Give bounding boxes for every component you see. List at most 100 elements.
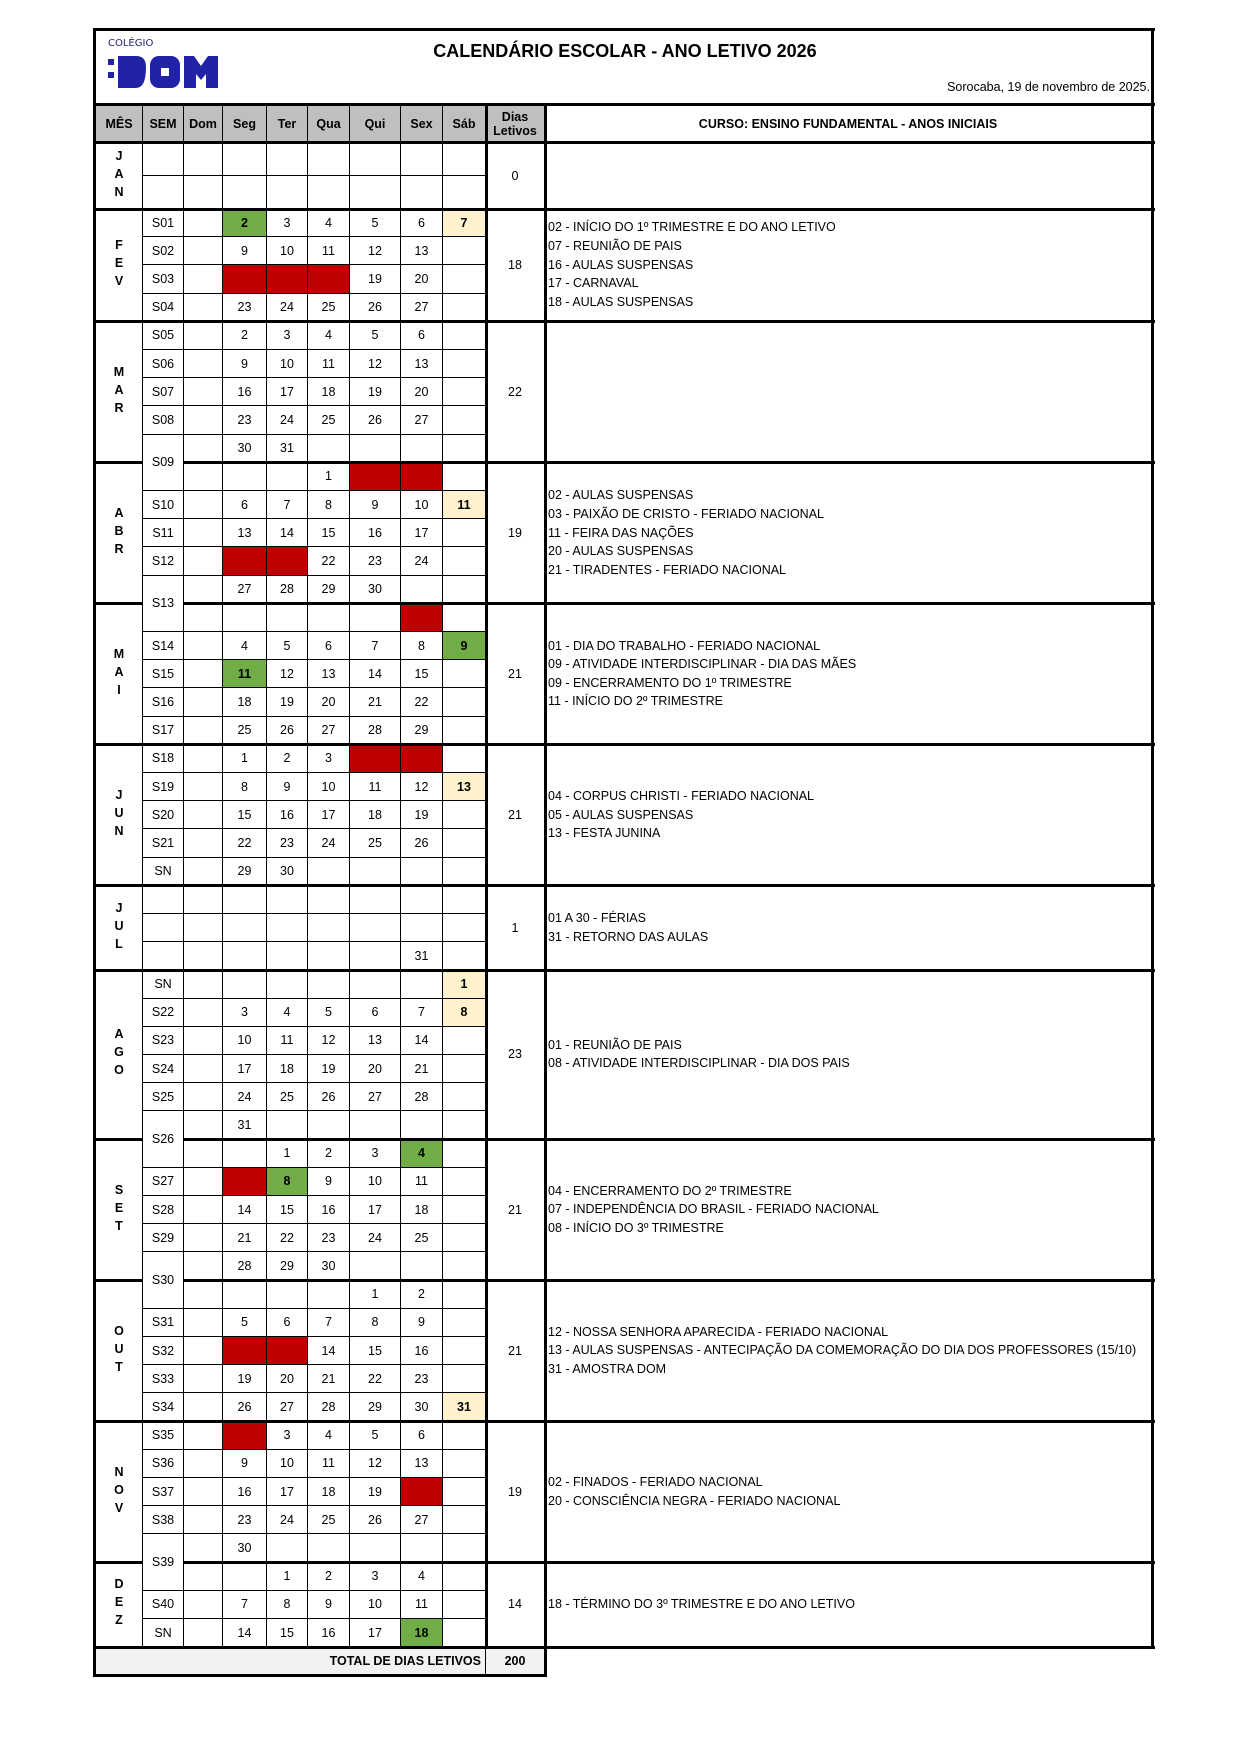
day-cell[interactable] bbox=[350, 857, 401, 886]
day-cell[interactable] bbox=[443, 1167, 486, 1196]
day-cell[interactable]: 24 bbox=[223, 1083, 267, 1112]
day-cell[interactable]: 31 bbox=[401, 942, 443, 971]
day-cell[interactable] bbox=[443, 1055, 486, 1084]
day-cell[interactable]: 10 bbox=[223, 1026, 267, 1055]
day-cell[interactable]: 3 bbox=[267, 209, 308, 238]
day-cell[interactable] bbox=[184, 1055, 223, 1084]
day-cell[interactable]: 25 bbox=[350, 829, 401, 858]
day-cell[interactable] bbox=[443, 885, 486, 914]
day-cell[interactable] bbox=[267, 462, 308, 491]
day-cell[interactable] bbox=[184, 406, 223, 435]
day-cell[interactable]: 3 bbox=[223, 998, 267, 1027]
day-cell[interactable] bbox=[308, 1534, 350, 1563]
day-cell[interactable]: 6 bbox=[350, 998, 401, 1027]
day-cell[interactable] bbox=[184, 603, 223, 632]
day-cell[interactable]: 12 bbox=[267, 660, 308, 689]
day-cell[interactable] bbox=[308, 1111, 350, 1140]
day-cell[interactable] bbox=[443, 1083, 486, 1112]
day-cell[interactable] bbox=[223, 1167, 267, 1196]
day-cell[interactable]: 23 bbox=[350, 547, 401, 576]
day-cell[interactable] bbox=[184, 265, 223, 294]
day-cell[interactable] bbox=[443, 1224, 486, 1253]
day-cell[interactable]: 26 bbox=[350, 1506, 401, 1535]
day-cell[interactable]: 19 bbox=[267, 688, 308, 717]
day-cell[interactable]: 11 bbox=[223, 660, 267, 689]
day-cell[interactable] bbox=[401, 744, 443, 773]
day-cell[interactable]: 19 bbox=[350, 378, 401, 407]
day-cell[interactable] bbox=[350, 1534, 401, 1563]
day-cell[interactable]: 14 bbox=[401, 1026, 443, 1055]
day-cell[interactable] bbox=[184, 942, 223, 971]
day-cell[interactable]: 29 bbox=[223, 857, 267, 886]
day-cell[interactable]: 19 bbox=[223, 1365, 267, 1394]
day-cell[interactable]: 16 bbox=[267, 801, 308, 830]
day-cell[interactable]: 30 bbox=[308, 1252, 350, 1281]
day-cell[interactable] bbox=[443, 1252, 486, 1281]
day-cell[interactable]: 13 bbox=[308, 660, 350, 689]
day-cell[interactable] bbox=[184, 378, 223, 407]
day-cell[interactable]: 16 bbox=[308, 1196, 350, 1225]
day-cell[interactable] bbox=[223, 547, 267, 576]
day-cell[interactable] bbox=[184, 1167, 223, 1196]
day-cell[interactable]: 4 bbox=[401, 1562, 443, 1591]
day-cell[interactable]: 23 bbox=[308, 1224, 350, 1253]
day-cell[interactable]: 8 bbox=[267, 1167, 308, 1196]
day-cell[interactable]: 24 bbox=[350, 1224, 401, 1253]
day-cell[interactable]: 25 bbox=[308, 406, 350, 435]
day-cell[interactable] bbox=[184, 1562, 223, 1591]
day-cell[interactable]: 27 bbox=[401, 1506, 443, 1535]
day-cell[interactable]: 4 bbox=[308, 209, 350, 238]
day-cell[interactable] bbox=[267, 1111, 308, 1140]
day-cell[interactable]: 9 bbox=[223, 350, 267, 379]
day-cell[interactable]: 6 bbox=[401, 209, 443, 238]
day-cell[interactable] bbox=[267, 885, 308, 914]
day-cell[interactable]: 5 bbox=[267, 632, 308, 661]
day-cell[interactable] bbox=[184, 575, 223, 604]
day-cell[interactable]: 24 bbox=[267, 406, 308, 435]
day-cell[interactable] bbox=[350, 434, 401, 463]
day-cell[interactable]: 19 bbox=[401, 801, 443, 830]
day-cell[interactable] bbox=[401, 885, 443, 914]
day-cell[interactable] bbox=[184, 462, 223, 491]
day-cell[interactable]: 6 bbox=[401, 1421, 443, 1450]
day-cell[interactable] bbox=[184, 491, 223, 520]
day-cell[interactable]: 28 bbox=[350, 716, 401, 745]
day-cell[interactable]: 23 bbox=[267, 829, 308, 858]
day-cell[interactable] bbox=[401, 575, 443, 604]
day-cell[interactable]: 29 bbox=[401, 716, 443, 745]
day-cell[interactable]: 22 bbox=[401, 688, 443, 717]
day-cell[interactable] bbox=[184, 1026, 223, 1055]
day-cell[interactable] bbox=[184, 1337, 223, 1366]
day-cell[interactable] bbox=[443, 914, 486, 943]
day-cell[interactable]: 27 bbox=[401, 406, 443, 435]
day-cell[interactable]: 2 bbox=[308, 1139, 350, 1168]
day-cell[interactable] bbox=[223, 885, 267, 914]
day-cell[interactable]: 31 bbox=[223, 1111, 267, 1140]
day-cell[interactable] bbox=[308, 434, 350, 463]
day-cell[interactable]: 1 bbox=[267, 1562, 308, 1591]
day-cell[interactable] bbox=[308, 265, 350, 294]
day-cell[interactable]: 14 bbox=[350, 660, 401, 689]
day-cell[interactable] bbox=[443, 293, 486, 322]
day-cell[interactable] bbox=[267, 1337, 308, 1366]
day-cell[interactable] bbox=[223, 970, 267, 999]
day-cell[interactable] bbox=[223, 603, 267, 632]
day-cell[interactable] bbox=[443, 575, 486, 604]
day-cell[interactable] bbox=[184, 632, 223, 661]
day-cell[interactable]: 1 bbox=[308, 462, 350, 491]
day-cell[interactable]: 6 bbox=[267, 1308, 308, 1337]
day-cell[interactable]: 9 bbox=[443, 632, 486, 661]
day-cell[interactable] bbox=[184, 1308, 223, 1337]
day-cell[interactable]: 12 bbox=[308, 1026, 350, 1055]
day-cell[interactable]: 3 bbox=[350, 1139, 401, 1168]
day-cell[interactable] bbox=[223, 914, 267, 943]
day-cell[interactable] bbox=[443, 321, 486, 350]
day-cell[interactable] bbox=[350, 942, 401, 971]
day-cell[interactable]: 14 bbox=[223, 1196, 267, 1225]
day-cell[interactable]: 15 bbox=[350, 1337, 401, 1366]
day-cell[interactable]: 27 bbox=[308, 716, 350, 745]
day-cell[interactable] bbox=[443, 1365, 486, 1394]
day-cell[interactable]: 12 bbox=[350, 1449, 401, 1478]
day-cell[interactable] bbox=[443, 350, 486, 379]
day-cell[interactable] bbox=[401, 1478, 443, 1507]
